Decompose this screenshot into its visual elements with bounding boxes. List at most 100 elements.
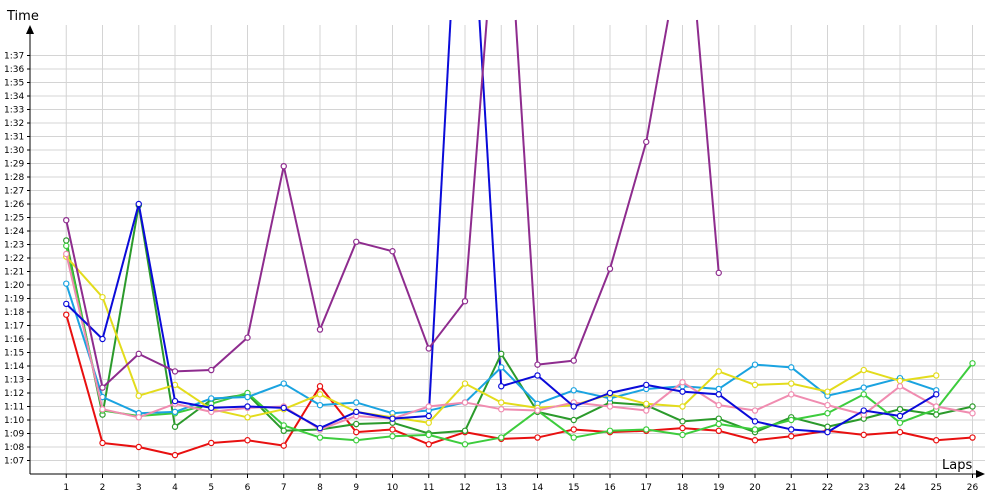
data-point	[933, 372, 940, 379]
data-point	[498, 350, 505, 358]
data-point	[208, 366, 215, 374]
off-chart-segment-down	[514, 19, 539, 365]
data-point	[425, 441, 432, 448]
data-point	[425, 345, 432, 352]
x-tick-label: 26	[967, 483, 979, 493]
data-point	[171, 397, 179, 405]
data-point	[498, 383, 505, 390]
data-point	[498, 434, 505, 441]
data-point	[280, 422, 287, 429]
data-point	[860, 366, 867, 374]
data-point	[824, 410, 831, 417]
x-tick-label: 19	[713, 483, 725, 493]
data-point	[171, 408, 179, 416]
x-tick-label: 3	[136, 483, 142, 493]
data-point	[969, 360, 976, 367]
data-point	[933, 411, 940, 418]
data-point	[643, 400, 650, 407]
data-point	[244, 393, 251, 401]
data-point	[534, 434, 541, 441]
y-axis-arrow	[26, 25, 34, 34]
off-chart-segment-up	[645, 19, 669, 143]
x-tick-label: 24	[894, 483, 906, 493]
data-point	[715, 427, 722, 434]
data-point	[208, 439, 215, 447]
data-point	[715, 415, 722, 422]
data-point	[171, 368, 179, 375]
data-point	[860, 391, 867, 398]
data-point	[353, 238, 360, 245]
data-point	[498, 406, 505, 413]
y-tick-label: 1:08	[4, 443, 24, 453]
data-point	[788, 416, 795, 424]
data-point	[788, 364, 795, 371]
x-axis-title: Laps	[942, 458, 972, 473]
data-point	[63, 311, 70, 318]
y-tick-label: 1:32	[4, 119, 24, 129]
data-point	[280, 442, 287, 449]
x-tick-label: 13	[496, 483, 507, 493]
y-tick-label: 1:14	[4, 362, 24, 372]
data-point	[353, 399, 360, 406]
data-point	[824, 401, 831, 409]
data-point	[208, 395, 215, 402]
y-tick-label: 1:11	[4, 403, 24, 413]
x-tick-label: 25	[931, 483, 942, 493]
data-point	[570, 357, 577, 364]
data-point	[316, 424, 324, 432]
data-point	[425, 403, 432, 410]
data-point	[751, 418, 759, 425]
data-point	[751, 437, 759, 444]
data-point	[751, 361, 759, 368]
data-point	[461, 399, 469, 406]
series-line-8	[65, 165, 466, 389]
data-point	[969, 403, 976, 410]
data-point	[63, 250, 70, 258]
data-point	[63, 242, 70, 250]
data-point	[99, 439, 106, 447]
grid	[30, 25, 985, 474]
y-tick-label: 1:07	[4, 457, 24, 467]
x-tick-label: 6	[245, 483, 251, 493]
data-point	[715, 385, 722, 393]
data-point	[353, 420, 360, 428]
data-point	[788, 391, 795, 398]
data-point	[643, 381, 650, 389]
data-point	[99, 293, 106, 301]
off-chart-segment-up	[464, 19, 488, 302]
x-tick-label: 18	[677, 483, 689, 493]
data-point	[824, 428, 831, 436]
data-point	[135, 200, 142, 208]
y-tick-label: 1:30	[4, 146, 24, 156]
x-tick-label: 12	[459, 483, 470, 493]
y-tick-label: 1:18	[4, 308, 24, 318]
data-point	[389, 426, 396, 433]
data-point	[280, 162, 287, 170]
x-tick-label: 9	[353, 483, 359, 493]
y-tick-label: 1:31	[4, 133, 24, 143]
y-tick-label: 1:21	[4, 268, 24, 278]
data-point	[316, 434, 324, 441]
data-point	[860, 407, 867, 414]
data-point	[461, 298, 469, 305]
data-point	[389, 248, 396, 255]
data-point	[933, 437, 940, 444]
data-point	[715, 420, 722, 428]
y-tick-label: 1:27	[4, 187, 24, 197]
data-point	[715, 401, 722, 409]
data-point	[63, 237, 70, 244]
data-point	[135, 392, 142, 399]
y-tick-label: 1:36	[4, 65, 24, 75]
y-tick-label: 1:26	[4, 200, 24, 210]
data-point	[425, 419, 432, 426]
data-point	[896, 412, 904, 420]
y-tick-label: 1:12	[4, 389, 24, 399]
data-point	[751, 381, 759, 389]
data-point	[679, 431, 686, 439]
data-point	[280, 380, 287, 387]
data-point	[171, 451, 179, 459]
data-point	[679, 388, 686, 395]
x-tick-label: 17	[641, 483, 652, 493]
off-chart-segment-up	[427, 19, 452, 417]
